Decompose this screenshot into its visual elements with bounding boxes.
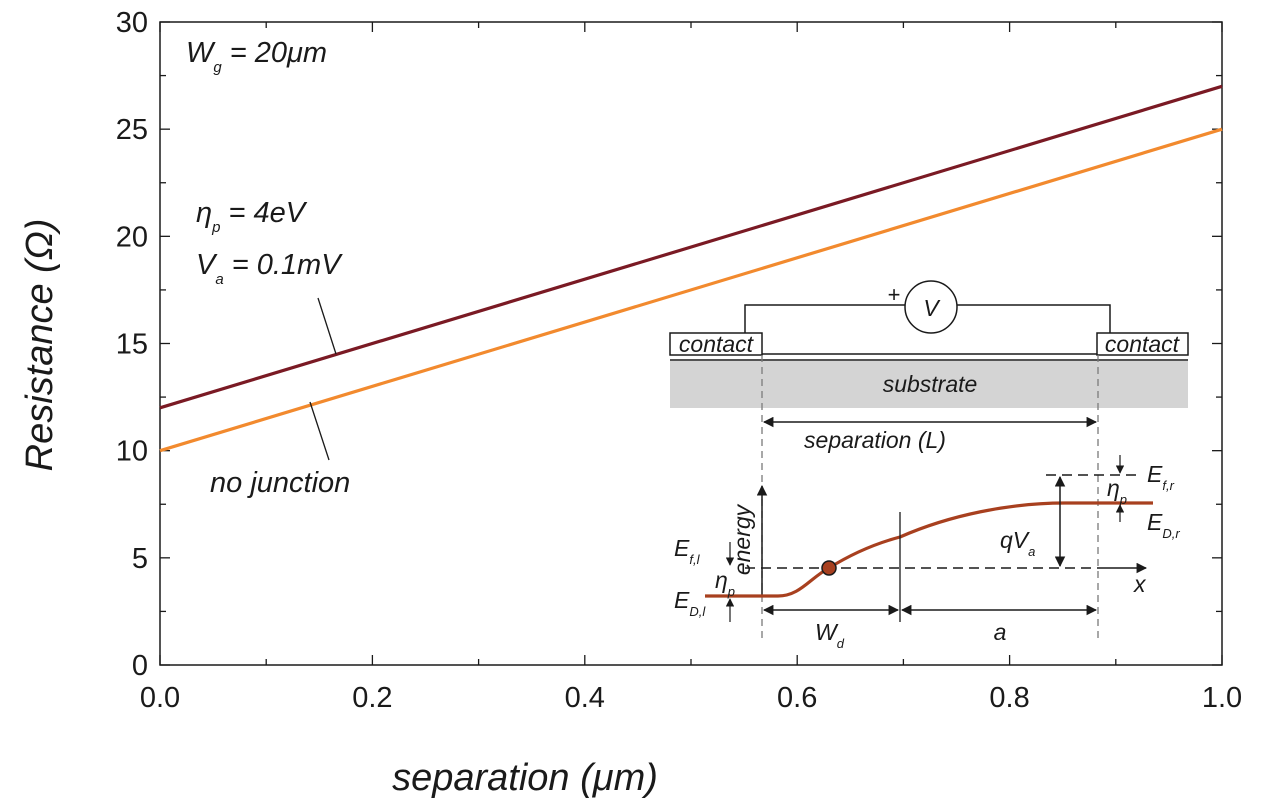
x-tick-label: 0.8 [989, 682, 1029, 714]
x-tick-label: 0.0 [140, 682, 180, 714]
series-group [159, 84, 1223, 453]
no-junction-label: no junction [210, 467, 350, 499]
x-tick-label: 0.4 [565, 682, 605, 714]
y-axis-label: Resistance (Ω) [19, 219, 61, 472]
junction-point-marker [821, 560, 837, 576]
x-tick-label: 0.6 [777, 682, 817, 714]
y-tick-label: 5 [132, 543, 148, 575]
y-tick-label: 25 [116, 114, 148, 146]
contact-right-block [1096, 332, 1189, 356]
contact-right-label: contact [1105, 331, 1181, 357]
voltmeter-icon [904, 280, 958, 334]
substrate-label: substrate [883, 371, 978, 397]
x-label: x [1133, 571, 1147, 597]
series-line-1 [159, 84, 1223, 410]
no-junction-leader-line [309, 401, 330, 461]
eta-left-label: ηp [715, 567, 735, 599]
eta-right-label: ηp [1107, 475, 1127, 507]
wd-label: Wd [815, 619, 845, 651]
contact-left-block [669, 332, 763, 356]
efl-label: Ef,l [674, 535, 701, 567]
a-label: a [994, 619, 1007, 645]
series-line-2 [159, 127, 1223, 453]
y-axis-ticks: 0 5 10 15 20 25 30 [116, 7, 1222, 682]
efr-label: Ef,r [1147, 461, 1175, 493]
device-inset: V + substrate contact contact separation… [669, 280, 1189, 651]
x-axis-ticks: 0.0 0.2 0.4 0.6 0.8 1.0 [140, 22, 1242, 714]
voltmeter-label: V [923, 295, 941, 321]
x-axis-label: separation (μm) [392, 757, 658, 799]
qva-label: qVa [1000, 527, 1035, 559]
plus-sign: + [888, 282, 901, 307]
y-tick-label: 30 [116, 7, 148, 39]
energy-label: energy [729, 503, 755, 575]
separation-label: separation (L) [804, 427, 946, 453]
substrate-block [670, 361, 1188, 408]
circuit-wire [744, 304, 1111, 333]
eta-annotation: ηp = 4eV [196, 197, 308, 236]
y-tick-label: 10 [116, 436, 148, 468]
wg-annotation: Wg = 20μm [186, 37, 327, 76]
x-tick-label: 1.0 [1202, 682, 1242, 714]
dirac-energy-curve [705, 501, 1153, 598]
y-tick-label: 0 [132, 650, 148, 682]
va-leader-line [317, 297, 337, 355]
x-tick-label: 0.2 [352, 682, 392, 714]
edr-label: ED,r [1147, 509, 1180, 541]
va-annotation: Va = 0.1mV [196, 249, 343, 288]
contact-left-label: contact [679, 331, 755, 357]
y-tick-label: 20 [116, 221, 148, 253]
y-tick-label: 15 [116, 329, 148, 361]
edl-label: ED,l [674, 587, 706, 619]
